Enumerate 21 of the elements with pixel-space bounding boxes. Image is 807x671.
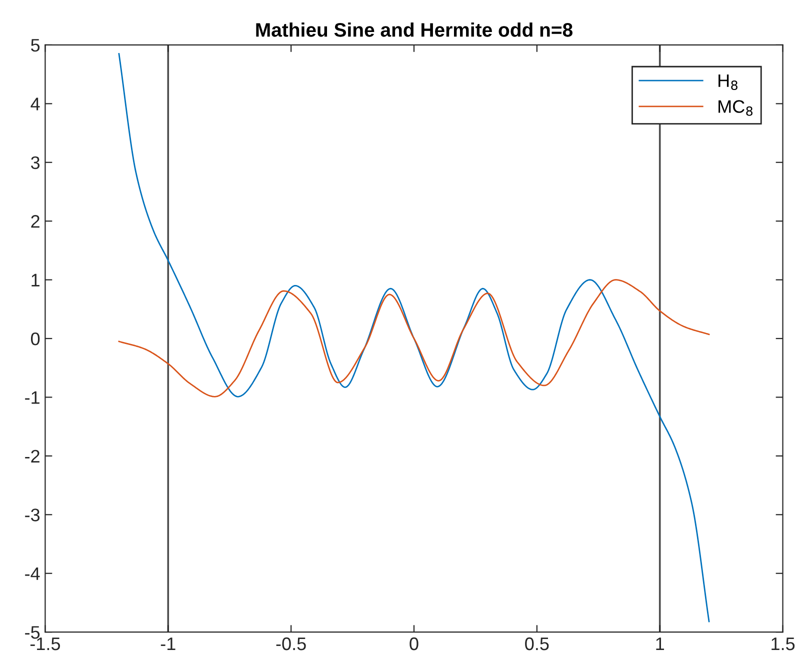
y-tick-label: -3 (25, 508, 40, 522)
y-tick-label: 4 (30, 98, 40, 110)
y-tick-label: -4 (25, 567, 40, 580)
x-tick-label: -1 (160, 638, 176, 650)
y-tick-label: -1 (25, 391, 40, 404)
y-tick-label: 5 (31, 39, 40, 52)
legend-label: MC$_{8}$ (718, 100, 752, 116)
x-tick-label: 0.5 (525, 637, 549, 650)
y-tick-label: 3 (30, 156, 40, 170)
y-tick-label: 0 (30, 332, 40, 346)
x-tick-label: -0.5 (276, 637, 306, 650)
y-tick-label: -5 (25, 626, 40, 639)
y-tick-label: -2 (25, 450, 40, 462)
y-tick-label: 2 (31, 215, 40, 228)
x-tick-label: 1.5 (772, 638, 795, 650)
y-tick-label: 1 (32, 274, 40, 286)
chart-title: Mathieu Sine and Hermite odd n=8 (256, 22, 572, 37)
x-tick-label: -1.5 (30, 638, 60, 650)
x-tick-label: 0 (410, 637, 418, 650)
x-tick-label: 1 (656, 638, 664, 650)
legend-label: H$_{8}$ (718, 74, 738, 90)
